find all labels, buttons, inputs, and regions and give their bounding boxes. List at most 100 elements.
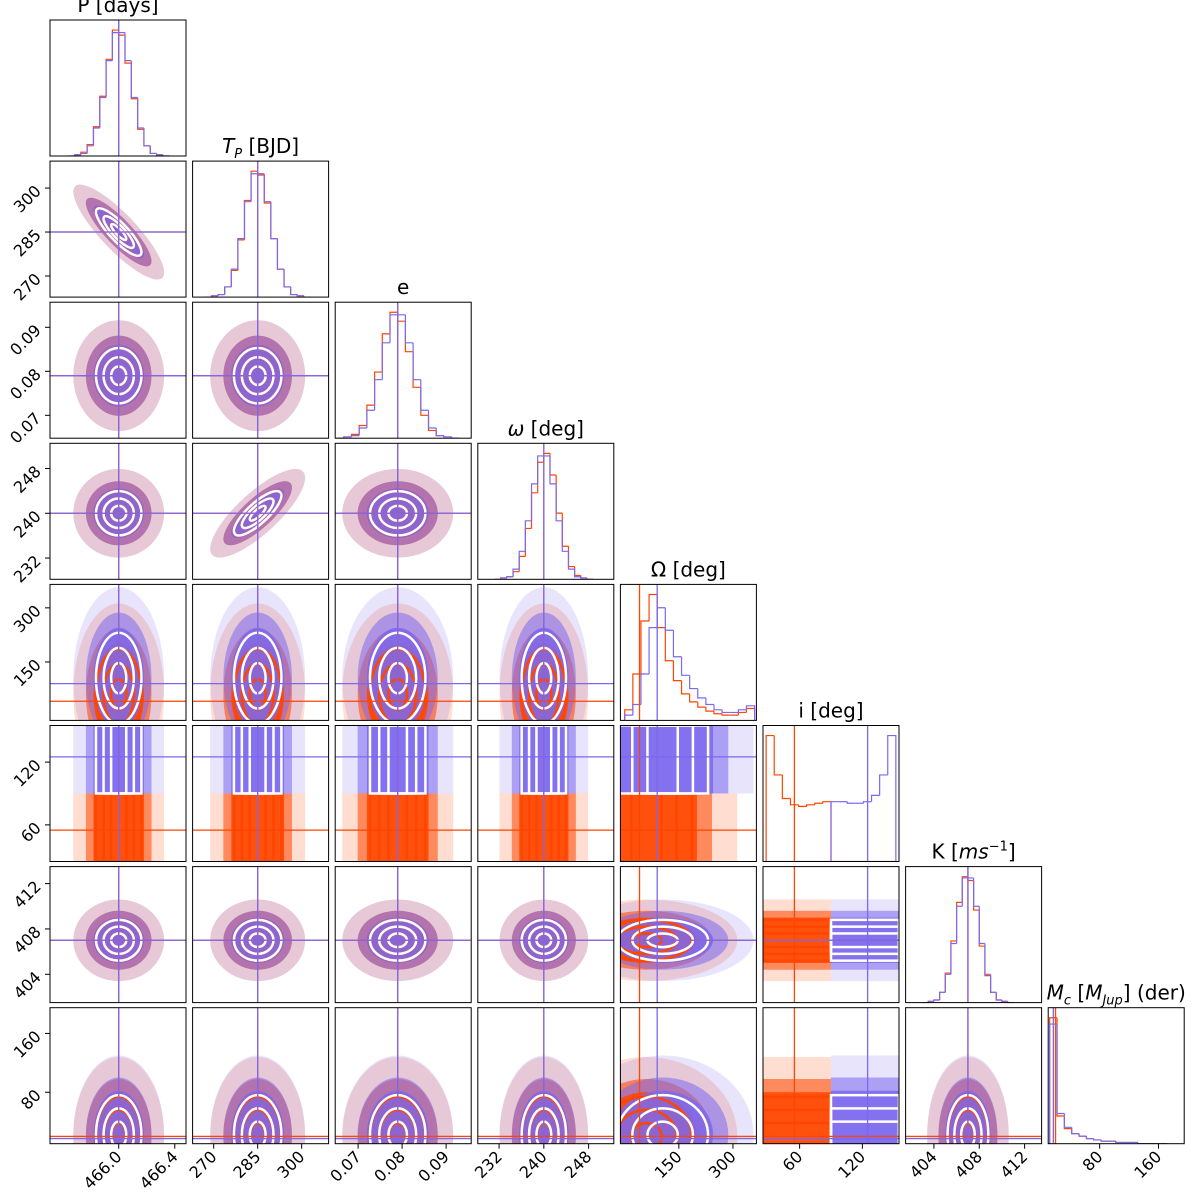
hist-bin <box>80 152 88 155</box>
panel-frame <box>905 866 1043 1004</box>
hist-bin <box>111 32 119 61</box>
hist-bin <box>549 455 557 485</box>
hist-bin <box>689 693 698 703</box>
hist-bin <box>1056 1024 1065 1115</box>
hist-bin <box>956 901 963 941</box>
hist-bin <box>105 60 113 98</box>
hist-bin <box>990 974 997 993</box>
hist-bin <box>1007 1001 1014 1003</box>
hist-bin <box>1078 1133 1087 1137</box>
hist-bin <box>737 709 747 713</box>
hist-bin <box>656 607 666 628</box>
hist-bin <box>879 774 888 796</box>
panel-frame <box>49 725 187 862</box>
hist-bin <box>290 286 298 296</box>
title-part: T <box>222 134 236 158</box>
hist-bin <box>224 286 232 295</box>
x-tick-label: 80 <box>1079 1147 1107 1175</box>
panel-frame <box>49 442 187 580</box>
y-tick-label: 248 <box>10 462 45 497</box>
panel <box>494 443 594 580</box>
hist-bin <box>648 627 658 675</box>
panel-frame <box>192 583 330 721</box>
hist-bin <box>397 312 406 322</box>
hist-bin <box>412 342 421 381</box>
hist-bin <box>1085 1136 1094 1140</box>
hist-bin <box>580 576 587 579</box>
title-part: M <box>1047 981 1064 1005</box>
hist-bin <box>797 804 807 808</box>
panel <box>335 1007 472 1144</box>
hist-bin <box>412 351 421 388</box>
title-part: M <box>1085 981 1102 1005</box>
title-part: −1 <box>989 840 1008 855</box>
hist-bin <box>358 424 367 435</box>
panel <box>192 302 329 439</box>
hist-bin <box>984 946 991 977</box>
panel <box>50 1007 186 1144</box>
panel-frame <box>477 583 615 721</box>
panel-frame <box>49 583 187 721</box>
title-part: [ <box>1071 981 1085 1005</box>
panel-frame <box>49 866 187 1004</box>
x-tick-label: 248 <box>560 1147 595 1182</box>
panel-frame <box>762 1007 900 1145</box>
y-tick-label: 120 <box>10 756 45 791</box>
hist-bin <box>689 675 698 690</box>
hist-bin <box>574 566 581 577</box>
panel-frame <box>192 866 330 1004</box>
panel-frame <box>192 1007 330 1145</box>
title-part: [BJD] <box>242 134 299 158</box>
hist-bin <box>632 673 641 710</box>
hist-bin <box>270 201 278 240</box>
panel <box>765 725 897 862</box>
hist-bin <box>524 527 532 557</box>
hist-bin <box>143 129 151 147</box>
hist-bin <box>944 972 951 993</box>
hist-bin <box>887 734 897 862</box>
panel-frame <box>477 442 615 580</box>
hist-bin <box>217 293 225 296</box>
y-tick-label: 0.07 <box>6 409 45 448</box>
density-region <box>831 1090 899 1144</box>
hist-bin <box>978 906 985 945</box>
x-tick-label: 160 <box>1130 1147 1165 1182</box>
panel <box>50 866 186 1003</box>
x-tick-label: 404 <box>906 1147 941 1182</box>
panel-frame <box>334 725 472 862</box>
hist-bin <box>250 170 258 201</box>
hist-bin <box>366 404 375 426</box>
hist-bin <box>86 145 94 154</box>
hist-bin <box>381 342 390 380</box>
panel-frame <box>1047 1007 1185 1145</box>
panel-frame <box>762 725 900 862</box>
panel <box>477 584 614 721</box>
hist-bin <box>672 630 682 658</box>
y-tick-label: 404 <box>10 968 45 1003</box>
hist-bin <box>243 199 252 240</box>
density-contour <box>94 207 143 258</box>
panel-frame <box>334 866 472 1004</box>
hist-bin <box>1049 1023 1058 1144</box>
hist-bin <box>1063 1116 1072 1130</box>
hist-bin <box>721 709 731 714</box>
hist-bin <box>366 409 375 429</box>
hist-bin <box>350 435 360 437</box>
y-tick-label: 0.09 <box>6 321 45 360</box>
panel-frame <box>192 725 330 862</box>
hist-bin <box>990 975 997 993</box>
hist-bin <box>950 940 957 974</box>
hist-bin <box>283 269 291 288</box>
density-contour <box>109 222 128 242</box>
density-contour <box>646 1120 680 1144</box>
panel <box>192 443 329 580</box>
title-part: P <box>234 147 242 162</box>
x-tick-label: 0.09 <box>414 1147 453 1186</box>
hist-bin <box>944 973 951 993</box>
panel-frame <box>334 301 472 439</box>
hist-bin <box>230 268 238 287</box>
hist-bin <box>680 656 690 676</box>
x-tick-label: 240 <box>516 1147 551 1182</box>
panel-frame <box>905 1007 1043 1145</box>
